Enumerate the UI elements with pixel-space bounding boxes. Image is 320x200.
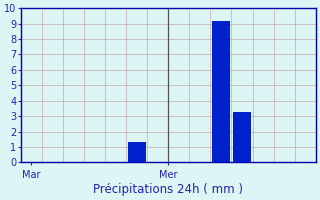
X-axis label: Précipitations 24h ( mm ): Précipitations 24h ( mm ) <box>93 183 243 196</box>
Bar <box>128 142 146 162</box>
Bar <box>212 21 230 162</box>
Bar <box>233 112 251 162</box>
